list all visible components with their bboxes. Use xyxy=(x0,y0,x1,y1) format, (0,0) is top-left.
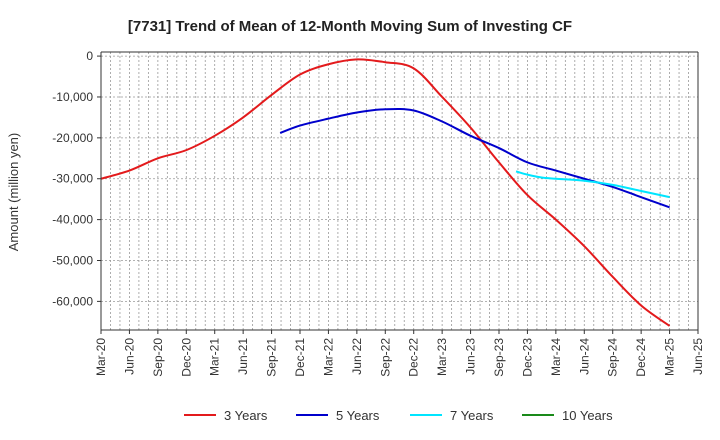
x-tick-label: Mar-24 xyxy=(549,338,563,376)
plot-area xyxy=(101,52,698,330)
x-tick-label: Sep-23 xyxy=(492,338,506,377)
x-tick-label: Sep-22 xyxy=(378,338,392,377)
x-tick-label: Mar-25 xyxy=(663,338,677,376)
x-tick-label: Jun-23 xyxy=(464,338,478,375)
x-tick-label: Sep-20 xyxy=(151,338,165,377)
legend-label-7-years: 7 Years xyxy=(450,408,494,423)
axes: 0 -10,000 -20,000 -30,000 -40,000 -50,000 -60,… xyxy=(52,49,705,377)
series-line-3-years xyxy=(100,58,671,327)
x-tick-label: Sep-24 xyxy=(606,338,620,377)
x-tick-label: Dec-21 xyxy=(293,338,307,377)
x-tick-label: Dec-22 xyxy=(407,338,421,377)
y-tick-label: 0 xyxy=(86,49,93,63)
x-tick-label: Jun-24 xyxy=(577,338,591,375)
y-tick-label: -60,000 xyxy=(52,294,93,308)
x-tick-label: Mar-23 xyxy=(435,338,449,376)
legend-label-10-years: 10 Years xyxy=(562,408,613,423)
x-tick-label: Mar-21 xyxy=(208,338,222,376)
x-tick-label: Jun-22 xyxy=(350,338,364,375)
y-tick-label: -50,000 xyxy=(52,254,93,268)
x-tick-label: Dec-23 xyxy=(520,338,534,377)
y-tick-label: -10,000 xyxy=(52,90,93,104)
y-axis-label: Amount (million yen) xyxy=(6,133,21,252)
x-tick-label: Jun-20 xyxy=(122,338,136,375)
x-tick-label: Dec-24 xyxy=(634,338,648,377)
legend-label-5-years: 5 Years xyxy=(336,408,380,423)
x-tick-label: Dec-20 xyxy=(179,338,193,377)
chart-title: [7731] Trend of Mean of 12-Month Moving … xyxy=(128,18,572,35)
series-line-7-years xyxy=(515,170,670,199)
legend-label-3-years: 3 Years xyxy=(224,408,268,423)
series-layer xyxy=(100,58,671,327)
y-tick-label: -30,000 xyxy=(52,172,93,186)
x-tick-label: Mar-22 xyxy=(321,338,335,376)
plot-background xyxy=(101,52,698,330)
y-tick-label: -40,000 xyxy=(52,213,93,227)
legend: 3 Years 5 Years 7 Years 10 Years xyxy=(184,408,613,423)
x-tick-label: Mar-20 xyxy=(94,338,108,376)
y-tick-label: -20,000 xyxy=(52,131,93,145)
x-tick-label: Sep-21 xyxy=(265,338,279,377)
x-tick-label: Jun-25 xyxy=(691,338,705,375)
x-tick-label: Jun-21 xyxy=(236,338,250,375)
